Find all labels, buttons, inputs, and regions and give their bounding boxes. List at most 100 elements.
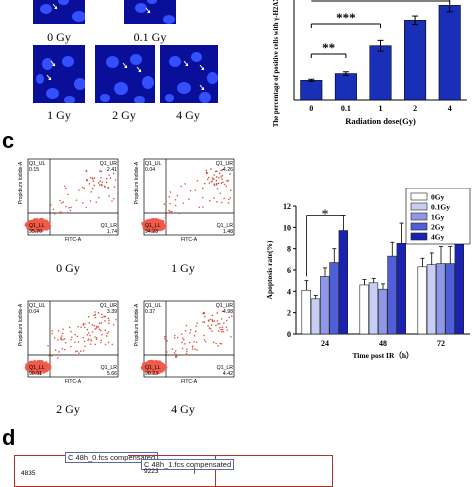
y-tick-label: 4 (287, 287, 291, 296)
quadrant-name: Q1_UR (216, 303, 234, 309)
significance-mark: ** (322, 40, 335, 55)
error-bar (399, 222, 404, 244)
y-tick-label: 10 (283, 223, 291, 232)
micrograph-label: 0.1 Gy (133, 30, 167, 44)
x-axis-label: FITC-A (181, 379, 198, 383)
x-tick-label: 48 (379, 339, 387, 348)
arrow-icon (122, 62, 128, 69)
bar (378, 288, 388, 335)
quadrant-name: Q1_UR (100, 161, 118, 167)
apoptosis-chart: 0 2 4 6 8 10 12 24 48 72 Time post IR（h） Apoptosis … (262, 187, 474, 398)
flow-plot-0: Q1_UL 0.15 Q1_UR 2.41 Q1_LL 95.70 Q1_LR 1.74 Pro… (14, 155, 119, 241)
arrow-icon (199, 84, 205, 91)
bar-chart-b: 0 0.1 1 2 4 Radiation dose(Gy) The percentage … (262, 0, 474, 135)
nucleus (142, 76, 154, 89)
scatter-dots (140, 310, 233, 375)
error-bar (420, 257, 425, 267)
significance-mark: *** (336, 10, 356, 25)
legend-swatch (410, 202, 428, 211)
quadrant-value: 1.74 (107, 229, 117, 235)
scatter-dots (141, 168, 232, 233)
bar (387, 255, 397, 335)
legend-label: 2Gy (431, 223, 445, 232)
error-bar (362, 279, 367, 285)
flow-plot-1: Q1_UL 0.04 Q1_UR 4.26 Q1_LL 94.23 Q1_LR 1.48 Pro… (130, 155, 235, 241)
nucleus (106, 56, 119, 68)
error-bar (342, 71, 349, 76)
error-bar (371, 278, 376, 283)
arrow-icon (136, 66, 142, 73)
quadrant-value: 94.23 (145, 229, 158, 235)
nucleus (147, 0, 157, 4)
quadrant-value: 1.48 (223, 229, 233, 235)
micrograph-label: 2 Gy (112, 108, 136, 122)
error-bar (332, 248, 337, 263)
bar (310, 298, 321, 335)
bar (369, 45, 392, 101)
x-tick-label: 2 (413, 104, 417, 113)
quadrant-value: 95.70 (29, 229, 42, 235)
error-bar (377, 39, 384, 52)
bar (454, 235, 464, 335)
nucleus (36, 74, 44, 84)
nucleus (165, 94, 174, 102)
micrograph-3 (95, 45, 155, 103)
flow-plot-3: Q1_UL 0.37 Q1_UR 4.98 Q1_LL 90.23 Q1_LR 4.42 Pro… (130, 297, 235, 383)
quadrant-value: 5.66 (107, 371, 117, 377)
bar (368, 282, 379, 335)
nucleus (74, 78, 85, 90)
micrograph-0 (33, 0, 85, 24)
error-bar (323, 267, 327, 277)
legend-label: 0.1Gy (431, 203, 450, 212)
bar (438, 5, 461, 101)
bar (338, 230, 348, 335)
micrograph-1 (124, 0, 176, 24)
quadrant-name: Q1_UL (29, 161, 46, 167)
nucleus (40, 4, 52, 14)
arrow-icon (199, 64, 205, 71)
legend-label: 1Gy (431, 213, 445, 222)
error-bar (308, 78, 315, 82)
error-bar (412, 15, 419, 26)
error-bar (304, 280, 309, 291)
y-axis-label: Apoptosis rate(%) (265, 240, 274, 299)
error-bar (448, 246, 453, 264)
nucleus (169, 56, 181, 67)
error-bar (381, 283, 385, 290)
arrow-icon (145, 7, 151, 14)
nucleus (207, 72, 218, 84)
quadrant-name: Q1_UR (100, 303, 118, 309)
panel-letter-c: c (2, 128, 15, 153)
nucleus (199, 92, 211, 103)
y-tick-label: 8 (287, 245, 291, 254)
x-tick-label: 24 (321, 339, 329, 348)
bar (359, 284, 369, 335)
bar (426, 264, 437, 335)
quadrant-value: 4.26 (223, 167, 233, 173)
quadrant-name: Q1_LL (29, 223, 45, 229)
arrow-icon (50, 60, 56, 67)
significance-bracket (310, 53, 347, 58)
quadrant-value: 90.91 (29, 371, 42, 377)
bar (417, 266, 427, 335)
quadrant-name: Q1_LR (217, 223, 234, 229)
micrograph-4 (160, 45, 218, 103)
legend-swatch (410, 222, 428, 231)
legend-swatch (410, 192, 428, 201)
quadrant-name: Q1_UL (29, 303, 46, 309)
quadrant-name: Q1_LR (101, 365, 118, 371)
nucleus (177, 82, 191, 94)
x-tick-label: 0.1 (341, 104, 351, 113)
y-tick-label: 6 (287, 266, 291, 275)
bar (320, 276, 330, 335)
flow-plot-2: Q1_UL 0.04 Q1_UR 3.39 Q1_LL 90.91 Q1_LR 5.66 Pro… (14, 297, 119, 383)
fcs-tick (194, 466, 195, 474)
significance-bracket (306, 215, 344, 277)
y-axis-label: Propidium Iodide-A (134, 303, 140, 346)
nucleus (130, 54, 142, 65)
flow-plot-label: 0 Gy (56, 261, 80, 275)
nucleus (62, 56, 74, 67)
quadrant-value: 0.04 (145, 167, 155, 173)
x-axis-label: FITC-A (65, 237, 82, 241)
fcs-box-2-value: 9223 (144, 468, 159, 475)
